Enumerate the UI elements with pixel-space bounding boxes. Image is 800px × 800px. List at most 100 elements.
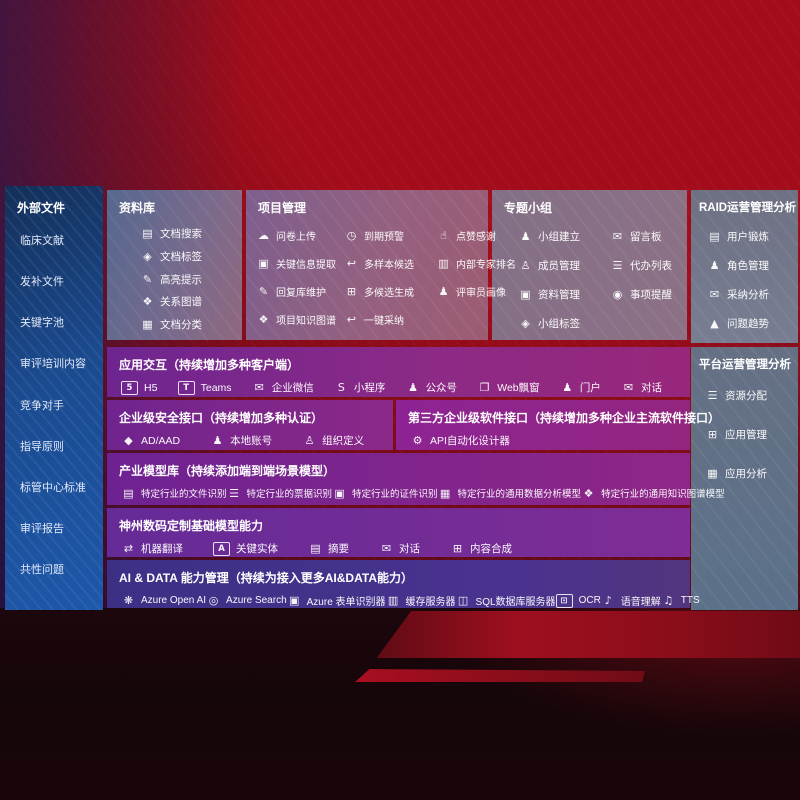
item-label: 内容合成: [470, 543, 512, 555]
item-teams[interactable]: T Teams: [177, 380, 232, 395]
item-web-window[interactable]: ❐ Web飘窗: [477, 380, 540, 395]
item-highlight-pen[interactable]: ✎ 高亮提示: [140, 272, 242, 287]
item-cache-server[interactable]: ▥ 缓存服务器: [386, 593, 456, 608]
sidebar-item[interactable]: 审评报告: [20, 520, 99, 536]
item-resource-list[interactable]: ☰ 资源分配: [705, 388, 798, 403]
item-data-model-image[interactable]: ▦ 特定行业的通用数据分析模型: [438, 486, 581, 501]
sidebar-item[interactable]: 关键字池: [20, 314, 99, 330]
item-expert-ranking[interactable]: ▥ 内部专家排名: [436, 256, 516, 271]
item-relation-graph[interactable]: ❖ 关系图谱: [140, 294, 242, 309]
item-reminder-bell[interactable]: ◉ 事项提醒: [610, 287, 687, 302]
item-multi-generate-grid[interactable]: ⊞ 多候选生成: [344, 284, 436, 299]
row-industry-model-library: 产业模型库（持续添加端到端场景模型） ▤ 特定行业的文件识别 ☰ 特定行业的票据识别 ▣…: [107, 453, 725, 505]
item-receipt-recognize[interactable]: ☰ 特定行业的票据识别: [227, 486, 332, 501]
panel-raid-analysis: RAID运营管理分析 ▤ 用户锻炼 ♟ 角色管理 ✉ 采纳分析 ▲ 问题趋势: [691, 190, 798, 343]
content-grid-icon: ⊞: [452, 542, 463, 555]
item-dialog-people[interactable]: ✉ 对话: [621, 380, 662, 395]
sidebar-external-files: 外部文件 临床文献 发补文件 关键字池 审评培训内容 竞争对手 指导原则 标管中心标准 审评报…: [5, 186, 103, 610]
sidebar-item[interactable]: 标管中心标准: [20, 479, 99, 495]
panel-topic-items: ♟ 小组建立 ✉ 留言板 ♙ 成员管理 ☰ 代办列表 ▣ 资料管理 ◉ 事项提醒 ◈ 小组标签: [518, 229, 687, 331]
item-label: Azure Search: [226, 595, 287, 606]
multi-sample-reply-icon: ↩: [346, 257, 357, 270]
item-ocr-frame[interactable]: ⊡ OCR: [555, 593, 601, 608]
item-data-box[interactable]: ▣ 资料管理: [518, 287, 610, 302]
item-document-tag[interactable]: ◈ 文档标签: [140, 249, 242, 264]
form-recognizer-icon: ▣: [288, 594, 300, 607]
item-official-account[interactable]: ♟ 公众号: [406, 380, 457, 395]
item-label: 留言板: [630, 231, 662, 243]
item-todo-clipboard[interactable]: ☰ 代办列表: [610, 258, 687, 273]
item-label: 一键采纳: [364, 316, 404, 327]
item-miniprogram[interactable]: S 小程序: [334, 380, 386, 395]
item-idcard-recognize[interactable]: ▣ 特定行业的证件识别: [332, 486, 437, 501]
one-click-adopt-icon: ↩: [346, 313, 357, 326]
item-label: 角色管理: [727, 260, 769, 272]
item-user-card[interactable]: ▤ 用户锻炼: [707, 229, 798, 244]
item-translate[interactable]: ⇄ 机器翻译: [121, 541, 183, 556]
item-thumbs-up[interactable]: ☝ 点赞感谢: [436, 228, 516, 243]
item-reply-maintain-pen[interactable]: ✎ 回复库维护: [256, 284, 344, 299]
item-info-extract[interactable]: ▣ 关键信息提取: [256, 256, 344, 271]
item-chat-bubble[interactable]: ✉ 对话: [379, 541, 420, 556]
item-key-entity-a[interactable]: A 关键实体: [213, 541, 278, 556]
item-label: 机器翻译: [141, 543, 183, 555]
item-bbs-board[interactable]: ✉ 留言板: [610, 229, 687, 244]
item-upload-cloud[interactable]: ☁ 问卷上传: [256, 228, 344, 243]
sidebar-item[interactable]: 共性问题: [20, 561, 99, 577]
item-multi-sample-reply[interactable]: ↩ 多样本候选: [344, 256, 436, 271]
item-portal-person[interactable]: ♟ 门户: [560, 380, 600, 395]
item-label: H5: [144, 381, 158, 394]
item-file-recognize[interactable]: ▤ 特定行业的文件识别: [121, 486, 226, 501]
sidebar-item[interactable]: 竞争对手: [20, 397, 99, 413]
dialog-people-icon: ✉: [623, 381, 634, 394]
sidebar-item[interactable]: 指导原则: [20, 438, 99, 454]
item-alarm-clock[interactable]: ◷ 到期预警: [344, 228, 436, 243]
item-group-people[interactable]: ♟ 小组建立: [518, 229, 610, 244]
item-org-person[interactable]: ♙ 组织定义: [302, 433, 364, 448]
panel-topic-groups: 专题小组 ♟ 小组建立 ✉ 留言板 ♙ 成员管理 ☰ 代办列表 ▣ 资料管理 ◉ 事项提醒 ◈ 小组标签: [492, 190, 687, 340]
ocr-frame-icon: ⊡: [555, 593, 573, 608]
item-html5[interactable]: 5 H5: [121, 380, 158, 395]
item-one-click-adopt[interactable]: ↩ 一键采纳: [344, 312, 436, 327]
row-digital-china-title: 神州数码定制基础模型能力: [119, 519, 264, 533]
sidebar-item[interactable]: 发补文件: [20, 273, 99, 289]
sidebar-item[interactable]: 审评培训内容: [20, 355, 99, 371]
item-wecom-chat[interactable]: ✉ 企业微信: [252, 380, 314, 395]
item-azure-search[interactable]: ◎ Azure Search: [206, 594, 287, 607]
item-summary-doc[interactable]: ▤ 摘要: [308, 541, 349, 556]
item-api-gear[interactable]: ⚙ API自动化设计器: [410, 433, 510, 448]
item-sql-database[interactable]: ◫ SQL数据库服务器: [456, 593, 556, 608]
teams-icon: T: [177, 380, 195, 395]
item-ad-diamond[interactable]: ◆ AD/AAD: [121, 434, 180, 447]
item-knowledge-model-graph[interactable]: ❖ 特定行业的通用知识图谱模型: [581, 486, 725, 501]
item-member-person[interactable]: ♙ 成员管理: [518, 258, 610, 273]
item-tts-phone[interactable]: ♫ TTS: [661, 594, 699, 607]
item-group-tag[interactable]: ◈ 小组标签: [518, 316, 610, 331]
item-local-account-person[interactable]: ♟ 本地账号: [210, 433, 272, 448]
item-knowledge-graph[interactable]: ❖ 项目知识图谱: [256, 312, 344, 327]
item-label: 多样本候选: [364, 260, 414, 271]
group-tag-icon: ◈: [521, 317, 530, 330]
item-reviewer-person[interactable]: ♟ 评审员画像: [436, 284, 516, 299]
item-trend-chart[interactable]: ▲ 问题趋势: [707, 316, 798, 331]
wecom-chat-icon: ✉: [254, 381, 264, 394]
official-account-icon: ♟: [408, 381, 418, 394]
row-third-party-items: ⚙ API自动化设计器: [410, 433, 662, 448]
item-content-grid[interactable]: ⊞ 内容合成: [450, 541, 512, 556]
item-azure-openai[interactable]: ❋ Azure Open AI: [121, 594, 206, 607]
cache-server-icon: ▥: [387, 594, 399, 607]
item-label: OCR: [578, 595, 601, 606]
item-app-chart[interactable]: ▦ 应用分析: [705, 466, 798, 481]
item-document-category[interactable]: ▦ 文档分类: [140, 317, 242, 332]
item-form-recognizer[interactable]: ▣ Azure 表单识别器: [287, 593, 386, 608]
item-label: SQL数据库服务器: [475, 597, 556, 608]
item-role-people[interactable]: ♟ 角色管理: [707, 258, 798, 273]
item-app-grid[interactable]: ⊞ 应用管理: [705, 427, 798, 442]
item-label: 特定行业的通用知识图谱模型: [601, 489, 725, 500]
row-third-party-api: 第三方企业级软件接口（持续增加多种企业主流软件接口） ⚙ API自动化设计器: [396, 400, 720, 450]
app-chart-icon: ▦: [707, 467, 718, 480]
item-document-search[interactable]: ▤ 文档搜索: [140, 226, 242, 241]
item-adoption-chat[interactable]: ✉ 采纳分析: [707, 287, 798, 302]
sidebar-item[interactable]: 临床文献: [20, 232, 99, 248]
item-speech-understand[interactable]: ♪ 语音理解: [601, 593, 661, 608]
